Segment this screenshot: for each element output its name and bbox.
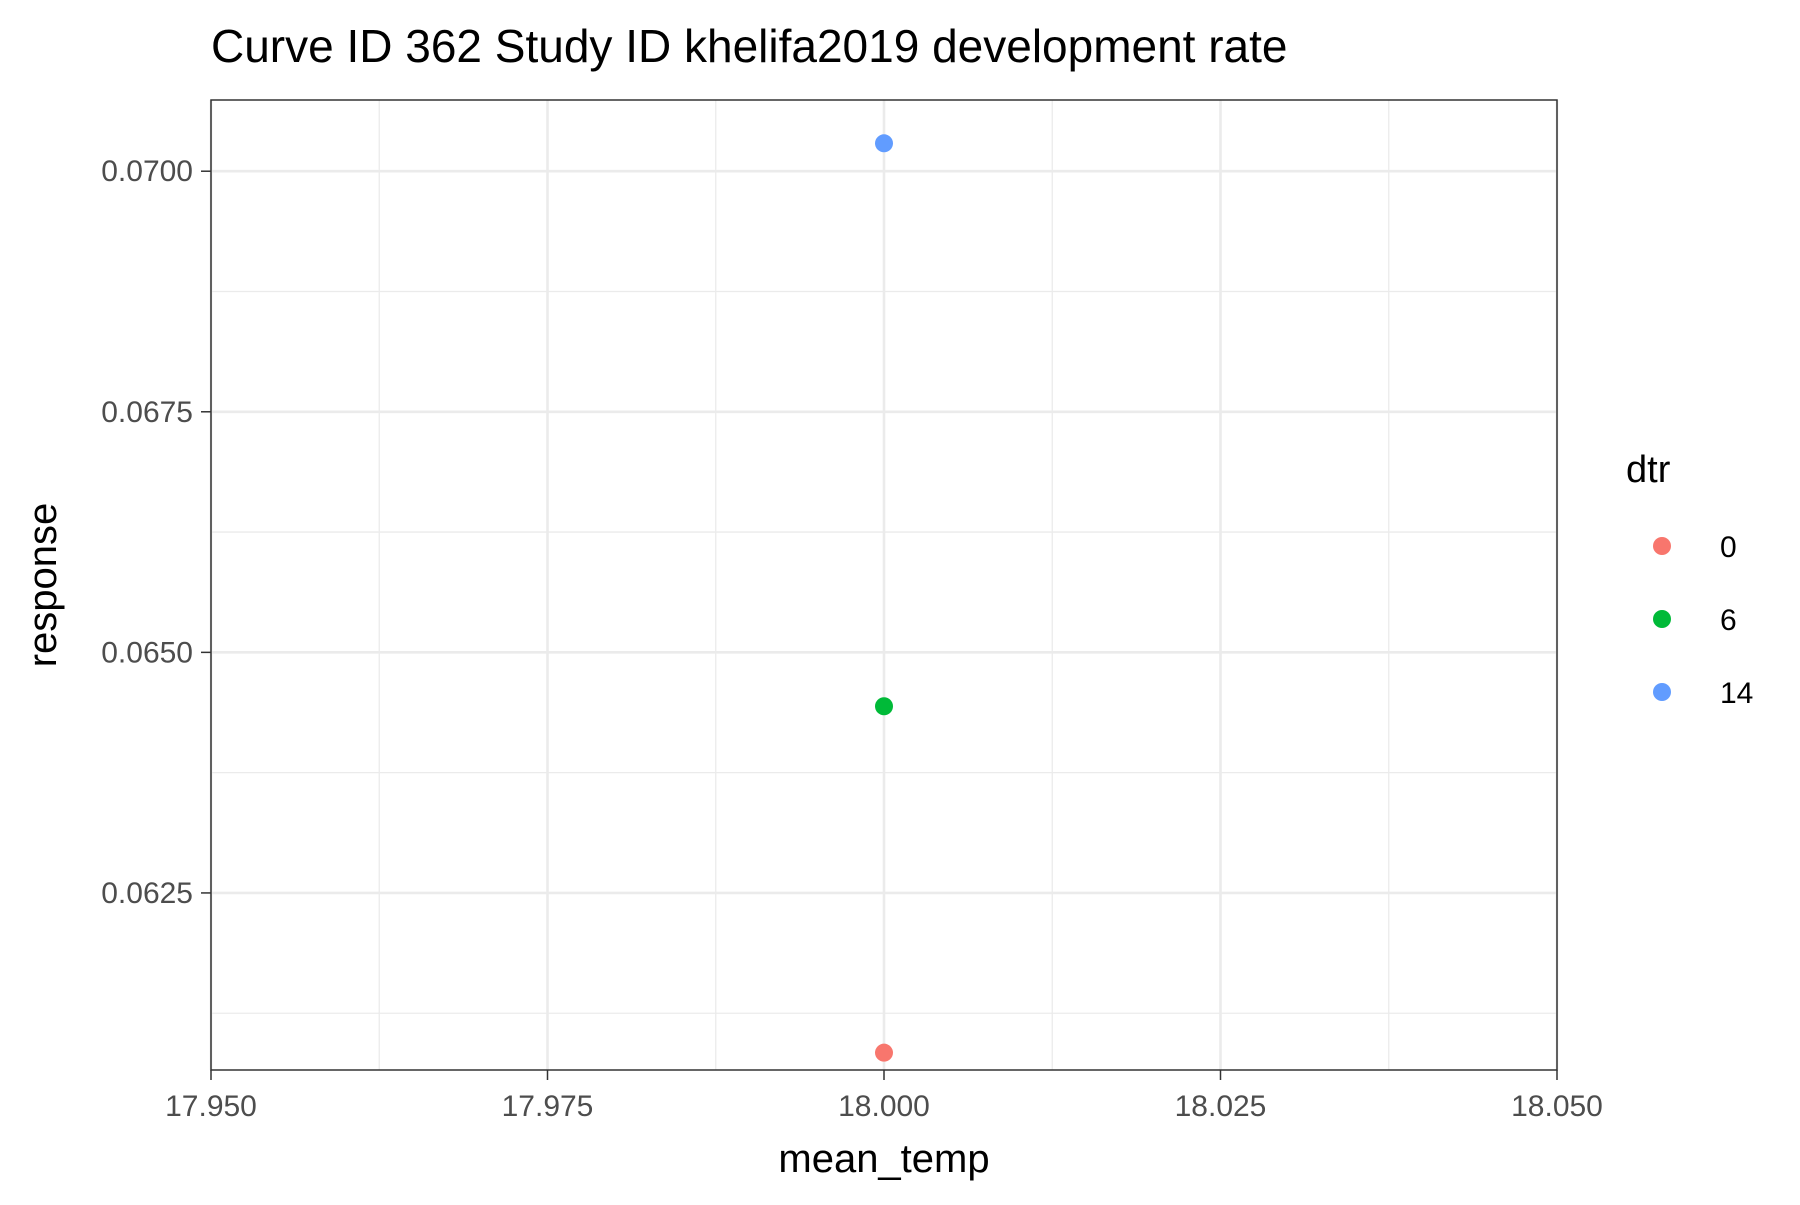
x-tick-label: 17.950 <box>165 1090 257 1123</box>
data-point <box>875 134 893 153</box>
y-tick-label: 0.0625 <box>101 877 193 910</box>
legend-key <box>1653 683 1671 701</box>
y-tick-label: 0.0700 <box>101 155 193 188</box>
legend-label: 0 <box>1720 531 1737 564</box>
data-point <box>875 1043 893 1062</box>
legend-title: dtr <box>1626 449 1671 491</box>
legend-label: 6 <box>1720 604 1737 637</box>
legend-key <box>1653 610 1671 628</box>
x-axis-label: mean_temp <box>778 1137 989 1181</box>
axes: 17.950 17.975 18.000 18.025 18.050 0.0625 0.06… <box>101 155 1603 1123</box>
y-tick-label: 0.0650 <box>101 636 193 669</box>
grid-lines <box>209 100 1559 1070</box>
data-point <box>875 697 893 716</box>
data-points <box>875 134 893 1062</box>
x-tick-label: 18.050 <box>1511 1090 1603 1123</box>
legend-label: 14 <box>1720 677 1753 710</box>
legend-key <box>1653 537 1671 555</box>
y-axis-label: response <box>21 503 65 668</box>
x-tick-label: 18.025 <box>1175 1090 1267 1123</box>
chart-title: Curve ID 362 Study ID khelifa2019 develo… <box>211 20 1288 72</box>
legend: dtr 0 6 14 <box>1626 449 1753 710</box>
x-tick-label: 18.000 <box>838 1090 930 1123</box>
y-tick-label: 0.0675 <box>101 396 193 429</box>
x-tick-label: 17.975 <box>502 1090 594 1123</box>
